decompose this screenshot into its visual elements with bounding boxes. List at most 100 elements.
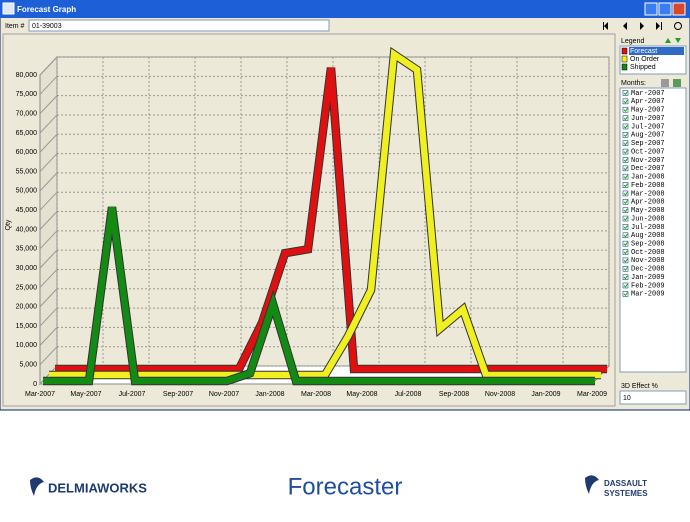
month-label: Dec-2008: [631, 266, 665, 274]
legend-swatch: [621, 47, 628, 55]
month-label: Apr-2007: [631, 98, 665, 106]
month-check: [623, 208, 628, 213]
month-check: [623, 166, 628, 171]
y-tick-label: 25,000: [16, 284, 38, 291]
side-grid-line: [39, 114, 58, 134]
effect-input[interactable]: [619, 390, 687, 405]
side-grid-line: [39, 269, 58, 288]
x-tick-label: Nov-2008: [485, 391, 515, 398]
side-grid-line: [39, 133, 58, 153]
month-checkbox[interactable]: [622, 98, 629, 105]
x-tick-label: Jul-2008: [395, 391, 422, 398]
y-tick-label: 40,000: [16, 226, 38, 233]
month-checkbox[interactable]: [622, 224, 629, 230]
y-tick-label: 30,000: [16, 265, 38, 272]
month-label: Feb-2009: [631, 282, 665, 290]
maximize-button[interactable]: [658, 2, 672, 16]
month-check: [623, 191, 628, 196]
month-label: Aug-2008: [631, 232, 665, 240]
month-label: Sep-2008: [631, 241, 665, 249]
side-grid-line: [39, 346, 58, 366]
month-checkbox[interactable]: [622, 274, 629, 280]
item-input[interactable]: [28, 19, 330, 32]
check-all[interactable]: [661, 79, 669, 87]
month-checkbox[interactable]: [622, 106, 629, 113]
series-line: [55, 67, 607, 373]
month-label: Jul-2008: [631, 224, 665, 232]
y-tick-label: 75,000: [16, 91, 38, 98]
month-checkbox[interactable]: [622, 115, 629, 121]
month-check: [623, 174, 628, 179]
delmia-mark: [30, 477, 44, 496]
effect-value: 10: [623, 395, 631, 402]
month-checkbox[interactable]: [622, 182, 629, 188]
close-button[interactable]: [672, 2, 686, 16]
month-checkbox[interactable]: [622, 190, 629, 197]
month-checkbox[interactable]: [622, 207, 629, 213]
month-checkbox[interactable]: [622, 257, 629, 264]
month-label: May-2008: [631, 207, 665, 215]
x-tick-label: Mar-2009: [577, 391, 607, 398]
y-tick-label: 70,000: [16, 110, 38, 117]
month-label: Mar-2008: [631, 190, 665, 198]
month-checkbox[interactable]: [622, 165, 629, 172]
month-check: [623, 116, 628, 121]
month-checkbox[interactable]: [622, 282, 629, 289]
month-checkbox[interactable]: [622, 291, 629, 297]
left-logo: DELMIAWORKS: [48, 480, 147, 495]
month-label: Mar-2007: [631, 90, 665, 98]
x-tick-label: Mar-2008: [301, 391, 331, 398]
month-check: [623, 124, 628, 129]
legend-label: On Order: [630, 56, 660, 63]
y-tick-label: 55,000: [16, 168, 38, 175]
side-grid-line: [39, 191, 58, 211]
legend-label: Forecast: [630, 48, 657, 55]
month-checkbox[interactable]: [622, 140, 629, 147]
month-checkbox[interactable]: [622, 173, 629, 180]
legend-up[interactable]: [665, 38, 671, 43]
month-checkbox[interactable]: [622, 232, 629, 239]
month-check: [623, 91, 628, 96]
y-tick-label: 45,000: [16, 207, 38, 214]
month-checkbox[interactable]: [622, 123, 629, 130]
month-checkbox[interactable]: [622, 249, 629, 255]
minimize-button[interactable]: [644, 2, 658, 16]
legend-down[interactable]: [675, 38, 681, 43]
month-checkbox[interactable]: [622, 199, 629, 205]
legend-swatch: [621, 55, 628, 63]
effect-label: 3D Effect %: [621, 383, 658, 390]
plot: 0 5,000 10,000 15,000 20,000 25,000 30,000 35,0…: [16, 46, 611, 398]
window-title: Forecast Graph: [17, 5, 76, 14]
y-tick-label: 5,000: [19, 362, 37, 369]
x-tick-label: Mar-2007: [25, 391, 55, 398]
month-check: [623, 183, 628, 188]
x-tick-label: Nov-2007: [209, 391, 239, 398]
series-line: [49, 48, 601, 379]
y-tick-label: 10,000: [16, 342, 38, 349]
month-checkbox[interactable]: [622, 265, 629, 272]
item-label: Item #: [5, 23, 25, 30]
side-grid-line: [39, 211, 58, 230]
month-label: Aug-2007: [631, 132, 665, 140]
x-tick-label: Sep-2007: [163, 391, 193, 398]
month-checkbox[interactable]: [622, 132, 629, 138]
month-label: Nov-2008: [631, 257, 665, 265]
month-checkbox[interactable]: [622, 240, 629, 247]
month-label: Jan-2008: [631, 174, 665, 182]
month-label: Jan-2009: [631, 274, 665, 282]
ds-mark: [585, 475, 599, 494]
month-label: Mar-2009: [631, 291, 665, 299]
month-checkbox[interactable]: [622, 157, 629, 163]
month-check: [623, 158, 628, 163]
month-check: [623, 133, 628, 138]
nav-buttons[interactable]: [603, 22, 682, 30]
month-checkbox[interactable]: [622, 215, 629, 222]
uncheck-all[interactable]: [673, 79, 681, 87]
x-tick-label: Jul-2007: [119, 391, 146, 398]
month-check: [623, 200, 628, 205]
x-tick-label: May-2007: [70, 391, 101, 398]
month-checkbox[interactable]: [622, 148, 629, 155]
month-checkbox[interactable]: [622, 90, 629, 96]
